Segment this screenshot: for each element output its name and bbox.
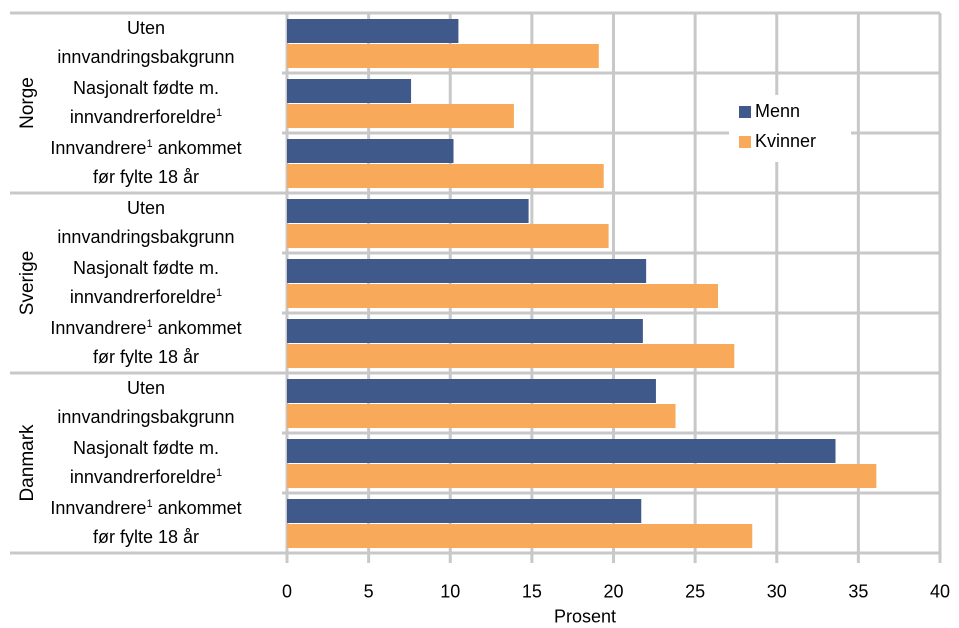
bar-menn-1 [287, 79, 412, 103]
legend-label-kvinner: Kvinner [755, 131, 817, 151]
grid-layer [10, 11, 942, 563]
x-tick-label-25: 25 [685, 581, 706, 602]
category-label-line2: innvandrerforeldre1 [69, 467, 223, 487]
category-label-line2: innvandrerforeldre1 [69, 287, 223, 307]
category-label: Uten innvandringsbakgrunn [10, 374, 282, 432]
legend-item-menn: Menn [739, 101, 800, 122]
category-label: Nasjonalt fødte m. innvandrerforeldre1 [10, 434, 282, 492]
category-label-line1: Innvandrere1 ankommet [50, 318, 242, 338]
footnote-marker: 1 [215, 287, 223, 299]
bar-kvinner-7 [287, 464, 877, 488]
category-label-line2: før fylte 18 år [92, 347, 200, 367]
category-label-line1: Innvandrere1 ankommet [50, 498, 242, 518]
x-tick-label-15: 15 [521, 581, 542, 602]
bar-menn-5 [287, 319, 643, 343]
category-label: Innvandrere1 ankommet før fylte 18 år [10, 134, 282, 192]
bar-menn-3 [287, 199, 529, 223]
bar-kvinner-5 [287, 344, 735, 368]
category-label-line2: før fylte 18 år [92, 167, 200, 187]
footnote-marker: 1 [146, 138, 153, 150]
bar-kvinner-2 [287, 164, 604, 188]
x-axis-title: Prosent [553, 606, 617, 627]
bar-kvinner-3 [287, 224, 609, 248]
category-label-line2: innvandrerforeldre1 [69, 107, 223, 127]
legend-swatch-kvinner [739, 135, 751, 148]
category-label: Innvandrere1 ankommet før fylte 18 år [10, 314, 282, 372]
x-tick-label-40: 40 [929, 581, 951, 602]
bar-menn-0 [287, 19, 459, 43]
bar-kvinner-8 [287, 524, 753, 548]
x-tick-label-5: 5 [363, 581, 374, 602]
category-label-line1: Uten [126, 18, 166, 38]
bar-menn-2 [287, 139, 454, 163]
category-label: Uten innvandringsbakgrunn [10, 194, 282, 252]
category-label-line2: før fylte 18 år [92, 527, 200, 547]
x-tick-label-0: 0 [281, 581, 293, 602]
category-label-line2: innvandringsbakgrunn [57, 47, 235, 67]
legend-swatch-menn [739, 105, 751, 118]
legend-item-kvinner: Kvinner [739, 131, 816, 152]
bar-menn-8 [287, 499, 642, 523]
legend: Menn Kvinner [729, 95, 851, 162]
category-label: Nasjonalt fødte m. innvandrerforeldre1 [10, 254, 282, 312]
bar-menn-6 [287, 379, 656, 403]
category-label-line2: innvandringsbakgrunn [57, 407, 235, 427]
bar-kvinner-6 [287, 404, 676, 428]
category-label-line2: innvandringsbakgrunn [57, 227, 235, 247]
footnote-marker: 1 [146, 318, 153, 330]
bar-layer [287, 19, 877, 548]
category-label-line1: Innvandrere1 ankommet [50, 138, 242, 158]
footnote-marker: 1 [215, 107, 223, 119]
bar-menn-4 [287, 259, 647, 283]
bar-kvinner-4 [287, 284, 718, 308]
x-tick-label-10: 10 [440, 581, 461, 602]
bar-kvinner-0 [287, 44, 599, 68]
category-label-line1: Nasjonalt fødte m. [72, 78, 220, 98]
x-tick-label-20: 20 [603, 581, 624, 602]
category-label-line1: Nasjonalt fødte m. [72, 438, 220, 458]
x-tick-label-35: 35 [848, 581, 869, 602]
category-label: Innvandrere1 ankommet før fylte 18 år [10, 494, 282, 552]
category-label: Uten innvandringsbakgrunn [10, 14, 282, 72]
bar-menn-7 [287, 439, 836, 463]
category-label-line1: Uten [126, 378, 166, 398]
category-label: Nasjonalt fødte m. innvandrerforeldre1 [10, 74, 282, 132]
x-tick-label-30: 30 [766, 581, 787, 602]
footnote-marker: 1 [146, 498, 153, 510]
legend-label-menn: Menn [755, 101, 801, 121]
category-label-line1: Nasjonalt fødte m. [72, 258, 220, 278]
bar-kvinner-1 [287, 104, 514, 128]
footnote-marker: 1 [215, 467, 223, 479]
category-label-line1: Uten [126, 198, 166, 218]
